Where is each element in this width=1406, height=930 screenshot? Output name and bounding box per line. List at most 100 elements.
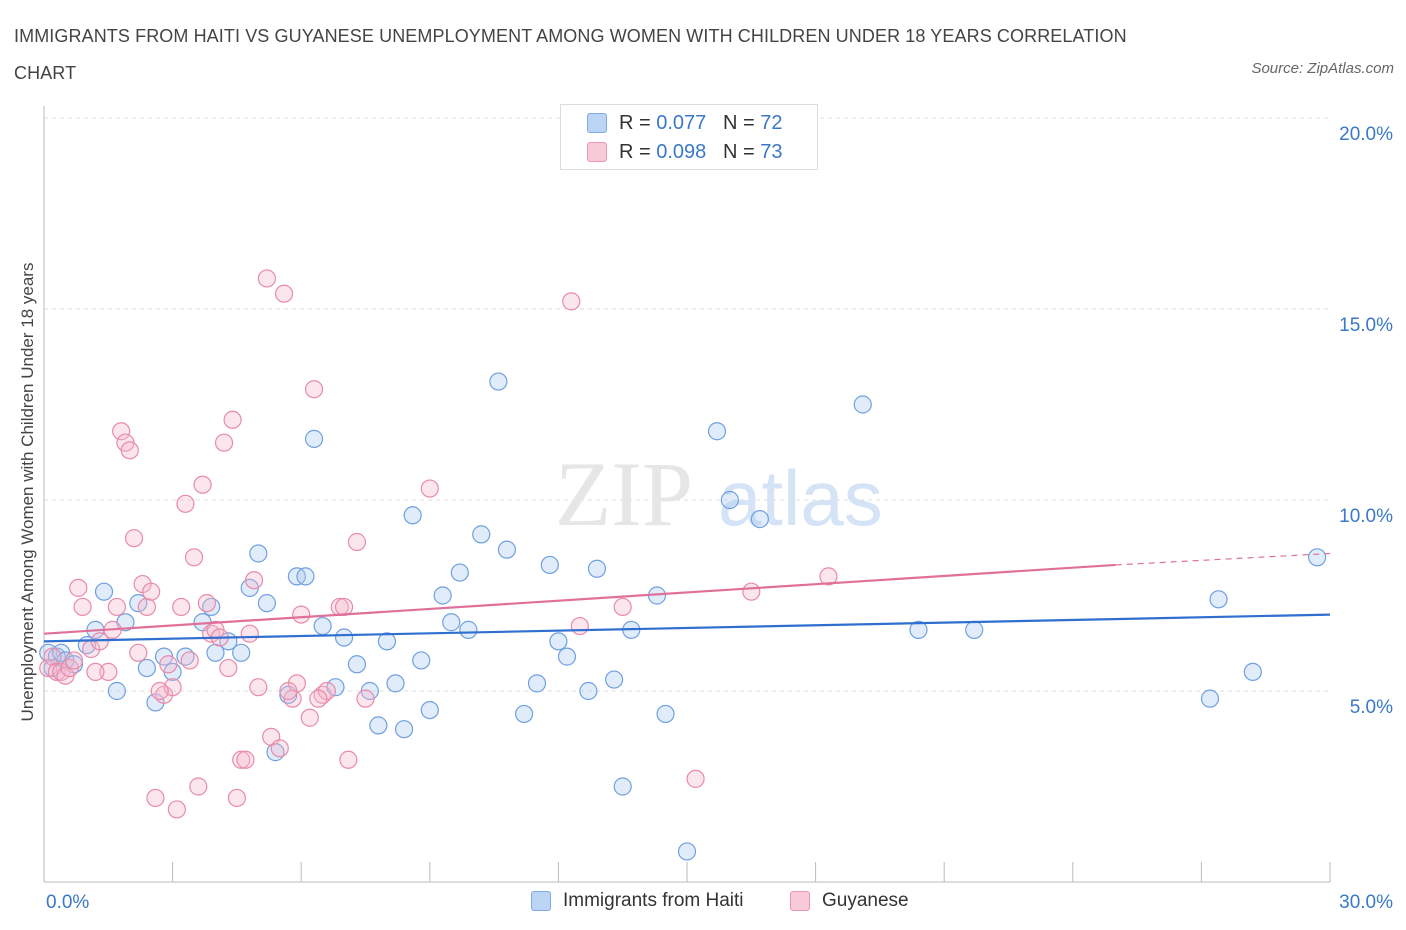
data-point xyxy=(73,597,92,617)
data-point xyxy=(613,597,632,617)
data-point xyxy=(742,582,761,601)
data-point xyxy=(304,429,324,448)
data-point xyxy=(124,529,144,548)
data-point xyxy=(720,490,739,510)
x-tick-label: 0.0% xyxy=(46,892,89,913)
y-tick-label: 20.0% xyxy=(1339,124,1393,145)
data-point xyxy=(1308,548,1327,567)
data-point xyxy=(394,720,414,739)
data-point xyxy=(909,620,928,639)
data-point xyxy=(219,658,238,678)
legend-label-guyanese: Guyanese xyxy=(822,890,909,911)
data-point xyxy=(184,548,204,567)
data-point xyxy=(1200,689,1220,708)
data-point xyxy=(313,616,332,636)
data-point xyxy=(403,506,422,525)
data-point xyxy=(120,441,139,460)
tick-labels: 5.0% 10.0% 15.0% 20.0% 0.0% 30.0% xyxy=(46,124,1393,913)
data-point xyxy=(214,433,234,452)
data-point xyxy=(150,681,169,701)
data-point xyxy=(459,620,478,639)
data-point xyxy=(189,777,208,796)
data-point xyxy=(339,750,358,769)
r-value-haiti: 0.077 xyxy=(656,112,707,134)
n-label: N = xyxy=(722,141,761,163)
r-label: R = xyxy=(619,141,657,163)
series-guyanese xyxy=(39,269,838,819)
data-point xyxy=(300,708,319,727)
data-point xyxy=(240,624,259,643)
data-point xyxy=(334,597,354,617)
data-point xyxy=(497,540,517,559)
data-point xyxy=(420,479,439,498)
legend-swatch-guyanese xyxy=(790,891,810,911)
data-point xyxy=(94,582,114,601)
trend-line-extension xyxy=(1115,552,1331,566)
data-point xyxy=(656,704,675,724)
data-point xyxy=(1243,662,1262,682)
data-point xyxy=(356,689,375,708)
y-tick-label: 10.0% xyxy=(1339,506,1393,527)
data-point xyxy=(129,594,148,613)
data-point xyxy=(292,605,311,624)
n-value-haiti: 72 xyxy=(760,112,783,134)
data-point xyxy=(587,559,607,578)
data-point xyxy=(613,777,632,796)
y-axis-label: Unemployment Among Women with Children U… xyxy=(18,262,37,722)
data-point xyxy=(64,651,84,670)
source-note: Source: ZipAtlas.com xyxy=(1251,60,1394,77)
data-point xyxy=(223,410,242,429)
data-point xyxy=(579,681,598,701)
n-value-guyanese: 73 xyxy=(760,141,783,163)
watermark-atlas: atlas xyxy=(718,454,883,542)
data-point xyxy=(570,616,589,636)
data-point xyxy=(472,525,491,544)
data-point xyxy=(142,582,161,601)
data-point xyxy=(249,678,268,697)
r-label: R = xyxy=(619,112,657,134)
data-point xyxy=(309,689,328,708)
swatch-guyanese xyxy=(587,142,607,162)
data-point xyxy=(167,800,186,819)
data-point xyxy=(853,395,872,414)
data-point xyxy=(557,647,577,666)
y-tick-label: 15.0% xyxy=(1339,315,1393,336)
data-point xyxy=(750,509,769,529)
data-point xyxy=(279,681,298,701)
legend-swatch-haiti xyxy=(531,891,551,911)
data-point xyxy=(965,620,984,639)
trend-line xyxy=(43,563,1116,635)
data-point xyxy=(180,651,199,670)
data-point xyxy=(347,532,367,552)
data-point xyxy=(232,750,251,769)
data-point xyxy=(129,643,148,662)
data-point xyxy=(107,681,126,701)
data-point xyxy=(86,662,105,682)
data-point xyxy=(137,658,156,678)
data-point xyxy=(450,563,469,582)
data-point xyxy=(270,739,289,758)
n-label: N = xyxy=(722,112,761,134)
data-point xyxy=(159,655,178,674)
trend-line xyxy=(43,613,1331,643)
data-point xyxy=(107,597,126,617)
data-point xyxy=(347,655,367,674)
data-point xyxy=(489,372,508,391)
data-point xyxy=(227,788,246,808)
data-point xyxy=(137,597,156,617)
x-tick-label: 30.0% xyxy=(1339,892,1393,913)
data-point xyxy=(686,769,705,788)
data-point xyxy=(334,628,354,647)
data-point xyxy=(257,594,277,613)
data-point xyxy=(562,292,581,311)
data-point xyxy=(274,284,294,303)
data-point xyxy=(69,578,88,597)
data-point xyxy=(549,632,568,651)
grid-lines xyxy=(44,117,1330,692)
data-point xyxy=(172,597,191,617)
data-point xyxy=(377,632,397,651)
data-point xyxy=(112,422,131,441)
legend-label-haiti: Immigrants from Haiti xyxy=(563,890,744,911)
data-point xyxy=(369,716,388,735)
